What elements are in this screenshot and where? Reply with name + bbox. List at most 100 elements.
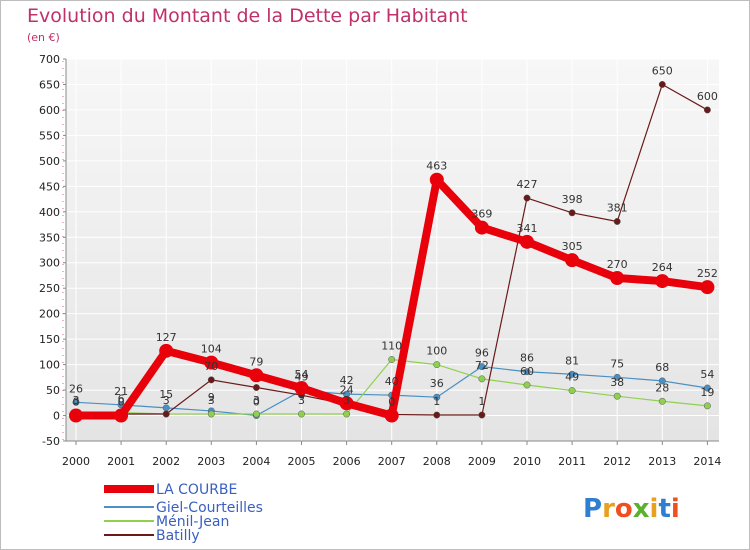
data-label: 54 — [700, 368, 714, 381]
data-label: 650 — [652, 64, 673, 77]
data-point — [568, 209, 576, 217]
data-label: 100 — [426, 345, 447, 358]
x-tick-label: 2013 — [648, 455, 676, 468]
data-label: 110 — [381, 340, 402, 353]
data-label: 54 — [295, 368, 309, 381]
data-label: 3 — [343, 394, 350, 407]
data-point — [384, 408, 399, 423]
data-label: 86 — [520, 352, 534, 365]
data-point — [703, 384, 711, 392]
data-label: 60 — [520, 365, 534, 378]
data-label: 68 — [655, 361, 669, 374]
data-label: 6 — [118, 392, 125, 405]
data-point — [613, 392, 621, 400]
data-point — [72, 398, 80, 406]
y-tick-label: 500 — [39, 155, 60, 168]
data-label: 26 — [69, 382, 83, 395]
data-point — [568, 387, 576, 395]
data-label: 36 — [430, 377, 444, 390]
x-tick-label: 2003 — [197, 455, 225, 468]
y-tick-label: 200 — [39, 308, 60, 321]
x-tick-label: 2009 — [468, 455, 496, 468]
data-label: 0 — [253, 396, 260, 409]
data-label: 1 — [478, 395, 485, 408]
y-tick-label: 150 — [39, 333, 60, 346]
x-tick-label: 2008 — [423, 455, 451, 468]
data-label: 3 — [73, 394, 80, 407]
data-point — [658, 81, 666, 88]
data-point — [388, 356, 396, 363]
data-point — [520, 234, 534, 249]
data-point — [298, 410, 305, 418]
data-point — [478, 363, 486, 371]
data-label: 0 — [118, 396, 125, 409]
data-point — [249, 368, 264, 383]
data-point — [433, 411, 441, 419]
data-label: 75 — [610, 357, 624, 370]
x-tick-label: 2005 — [288, 455, 316, 468]
data-point — [294, 381, 309, 396]
data-point — [474, 220, 489, 235]
data-point — [523, 368, 531, 376]
data-label: 104 — [201, 343, 222, 356]
proxiti-logo: Proxiti — [583, 494, 680, 524]
y-tick-label: -50 — [42, 435, 60, 448]
data-point — [433, 361, 441, 369]
data-label: 9 — [208, 391, 215, 404]
y-tick-label: 450 — [39, 180, 60, 193]
data-label: 398 — [562, 193, 583, 206]
x-tick-label: 2011 — [558, 455, 586, 468]
data-label: 3 — [253, 394, 260, 407]
data-point — [700, 280, 715, 295]
data-label: 369 — [471, 208, 492, 221]
data-point — [339, 396, 354, 411]
data-point — [204, 355, 219, 370]
data-point — [162, 410, 170, 418]
x-tick-label: 2007 — [378, 455, 406, 468]
data-point — [610, 271, 625, 286]
y-tick-label: 50 — [46, 384, 60, 397]
legend-label: LA COURBE — [156, 482, 237, 498]
data-label: 70 — [204, 360, 218, 373]
data-label: 96 — [475, 347, 489, 360]
data-label: 305 — [562, 240, 583, 253]
data-point — [523, 381, 531, 389]
data-label: 0 — [73, 396, 80, 409]
data-label: 1 — [433, 395, 440, 408]
chart-title: Evolution du Montant de la Dette par Hab… — [27, 5, 468, 27]
legend-label: Ménil-Jean — [156, 514, 229, 530]
data-point — [252, 384, 260, 391]
legend-label: Batilly — [156, 528, 200, 544]
data-point — [655, 274, 670, 289]
data-label: 24 — [340, 383, 354, 396]
x-tick-label: 2001 — [107, 455, 135, 468]
data-point — [613, 373, 621, 381]
data-label: 15 — [159, 388, 173, 401]
y-tick-label: 250 — [39, 282, 60, 295]
data-point — [523, 194, 531, 202]
data-label: 600 — [697, 90, 718, 103]
data-point — [478, 375, 486, 383]
data-label: 3 — [163, 394, 170, 407]
data-label: 19 — [700, 386, 714, 399]
y-tick-label: 600 — [39, 104, 60, 117]
chart-subtitle: (en €) — [27, 31, 60, 44]
data-label: 38 — [610, 376, 624, 389]
data-point — [207, 376, 215, 384]
x-tick-label: 2006 — [333, 455, 361, 468]
data-point — [114, 408, 129, 423]
data-label: 79 — [249, 355, 263, 368]
data-point — [433, 393, 441, 401]
y-tick-label: 0 — [53, 410, 60, 423]
data-point — [478, 411, 486, 419]
y-tick-label: 550 — [39, 129, 60, 142]
y-tick-label: 650 — [39, 78, 60, 91]
x-tick-label: 2012 — [603, 455, 631, 468]
data-point — [69, 408, 83, 423]
data-label: 341 — [517, 222, 538, 235]
x-tick-label: 2010 — [513, 455, 541, 468]
legend-label: Giel-Courteilles — [156, 500, 263, 516]
x-tick-label: 2004 — [242, 455, 270, 468]
